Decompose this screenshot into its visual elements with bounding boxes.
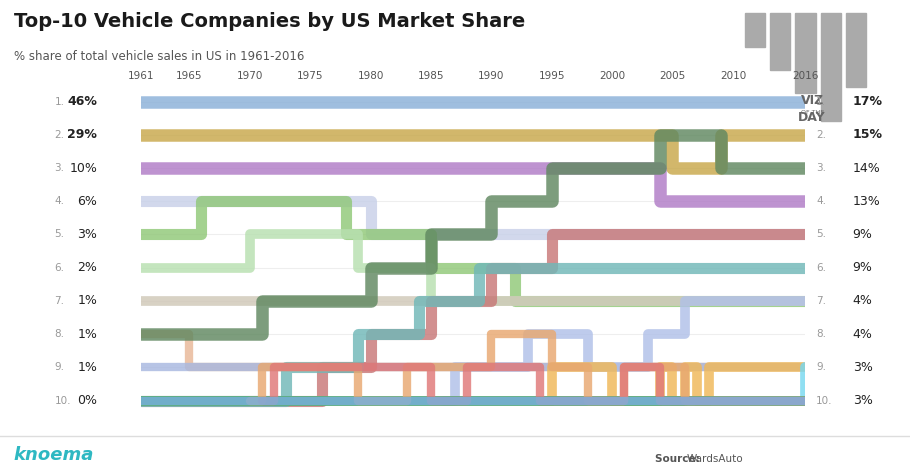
Text: 3%: 3% — [853, 361, 873, 374]
Text: % share of total vehicle sales in US in 1961-2016: % share of total vehicle sales in US in … — [14, 50, 304, 63]
Text: 1985: 1985 — [418, 71, 444, 81]
Text: 2016: 2016 — [793, 71, 818, 81]
Text: VIZ: VIZ — [801, 94, 824, 107]
Text: 3.: 3. — [816, 163, 826, 173]
Text: 1975: 1975 — [297, 71, 323, 81]
Text: 10.: 10. — [816, 396, 833, 406]
Text: 1.: 1. — [55, 97, 65, 107]
Bar — [744, 13, 765, 47]
Text: WardsAuto: WardsAuto — [687, 454, 743, 464]
Text: 4.: 4. — [55, 196, 65, 206]
Text: 1961: 1961 — [127, 71, 155, 81]
Text: OF THE: OF THE — [801, 109, 824, 115]
Text: 6%: 6% — [77, 195, 97, 208]
Text: 0%: 0% — [77, 394, 97, 407]
Text: 17%: 17% — [853, 95, 883, 108]
Bar — [770, 13, 790, 70]
Text: Source:: Source: — [655, 454, 703, 464]
Text: 6.: 6. — [55, 263, 65, 273]
Text: 2010: 2010 — [720, 71, 746, 81]
Bar — [821, 13, 841, 121]
Text: 5.: 5. — [55, 229, 65, 239]
Text: 2000: 2000 — [599, 71, 625, 81]
Text: 4.: 4. — [816, 196, 826, 206]
Text: 7.: 7. — [816, 296, 826, 306]
Text: 4%: 4% — [853, 327, 873, 341]
Text: 9.: 9. — [816, 362, 826, 372]
Text: Top-10 Vehicle Companies by US Market Share: Top-10 Vehicle Companies by US Market Sh… — [14, 12, 525, 31]
Text: 29%: 29% — [67, 129, 97, 141]
Bar — [795, 13, 815, 93]
Text: 6.: 6. — [816, 263, 826, 273]
Text: 46%: 46% — [67, 95, 97, 108]
Text: knoema: knoema — [14, 446, 94, 464]
Text: 7.: 7. — [55, 296, 65, 306]
Text: 13%: 13% — [853, 195, 880, 208]
Text: 4%: 4% — [853, 295, 873, 307]
Text: 10.: 10. — [55, 396, 71, 406]
Text: 9%: 9% — [853, 261, 873, 274]
Text: 2%: 2% — [77, 261, 97, 274]
Text: 10%: 10% — [69, 161, 97, 175]
Text: 9%: 9% — [853, 228, 873, 241]
Text: 15%: 15% — [853, 129, 883, 141]
Text: 2.: 2. — [55, 130, 65, 140]
Text: 8.: 8. — [55, 329, 65, 339]
Text: 8.: 8. — [816, 329, 826, 339]
Text: 1990: 1990 — [478, 71, 504, 81]
Text: 1980: 1980 — [358, 71, 384, 81]
Text: DAY: DAY — [798, 111, 826, 124]
Text: 2.: 2. — [816, 130, 826, 140]
Text: 9.: 9. — [55, 362, 65, 372]
Bar — [846, 13, 866, 87]
Text: 1965: 1965 — [177, 71, 203, 81]
Text: 1995: 1995 — [539, 71, 565, 81]
Text: 1%: 1% — [77, 295, 97, 307]
Text: 2005: 2005 — [660, 71, 685, 81]
Text: 3%: 3% — [77, 228, 97, 241]
Text: 5.: 5. — [816, 229, 826, 239]
Text: 1970: 1970 — [237, 71, 263, 81]
Text: 14%: 14% — [853, 161, 880, 175]
Text: 3.: 3. — [55, 163, 65, 173]
Text: 3%: 3% — [853, 394, 873, 407]
Text: 1%: 1% — [77, 327, 97, 341]
Text: 1.: 1. — [816, 97, 826, 107]
Text: 1%: 1% — [77, 361, 97, 374]
